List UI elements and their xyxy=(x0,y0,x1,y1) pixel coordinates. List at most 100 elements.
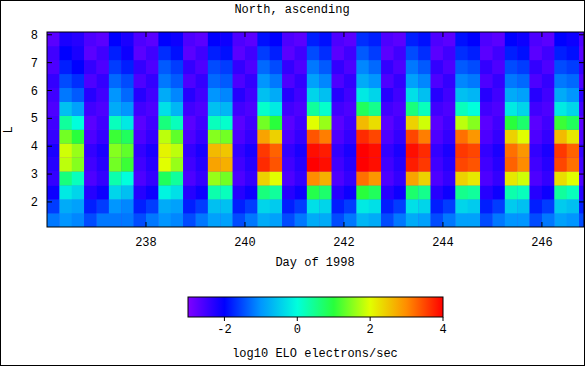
cells xyxy=(47,32,584,227)
heat-cell xyxy=(468,88,481,102)
heat-cell xyxy=(134,32,147,46)
y-tick xyxy=(47,146,52,147)
heat-cell xyxy=(492,74,505,88)
heat-cell xyxy=(530,46,543,60)
heat-cell xyxy=(183,171,196,185)
heat-cell xyxy=(431,46,444,60)
heat-cell xyxy=(245,116,258,130)
heat-cell xyxy=(356,130,369,144)
heat-cell xyxy=(72,32,85,46)
heat-cell xyxy=(319,130,332,144)
heat-cell xyxy=(406,46,419,60)
heat-cell xyxy=(307,213,320,227)
heat-cell xyxy=(220,32,233,46)
heat-cell xyxy=(134,116,147,130)
heat-cell xyxy=(418,46,431,60)
heat-cell xyxy=(134,102,147,116)
heat-cell xyxy=(294,130,307,144)
heat-cell xyxy=(245,185,258,199)
heat-cell xyxy=(146,171,159,185)
heat-cell xyxy=(332,116,345,130)
colorbar-tick-label: -2 xyxy=(217,323,231,337)
heat-cell xyxy=(134,157,147,171)
heat-cell xyxy=(121,171,134,185)
heat-cell xyxy=(455,213,468,227)
heat-cell xyxy=(517,185,530,199)
heat-cell xyxy=(542,102,555,116)
heat-cell xyxy=(530,102,543,116)
heat-cell xyxy=(72,143,85,157)
heat-cell xyxy=(505,157,518,171)
colorbar-tick-label: 0 xyxy=(294,323,301,337)
heat-cell xyxy=(344,213,357,227)
heat-cell xyxy=(492,46,505,60)
heat-cell xyxy=(220,213,233,227)
heat-cell xyxy=(517,171,530,185)
heat-cell xyxy=(319,199,332,213)
heat-cell xyxy=(109,32,122,46)
heat-cell xyxy=(47,185,60,199)
heat-cell xyxy=(505,185,518,199)
heat-cell xyxy=(418,130,431,144)
heat-cell xyxy=(96,171,109,185)
x-label: Day of 1998 xyxy=(275,256,354,270)
heat-cell xyxy=(158,199,171,213)
heat-cell xyxy=(517,32,530,46)
heat-cell xyxy=(270,143,283,157)
heat-cell xyxy=(270,102,283,116)
heat-cell xyxy=(146,116,159,130)
heat-cell xyxy=(344,199,357,213)
heat-cell xyxy=(344,171,357,185)
heat-cell xyxy=(270,74,283,88)
heat-cell xyxy=(431,143,444,157)
heat-cell xyxy=(208,60,221,74)
heat-cell xyxy=(517,46,530,60)
heat-cell xyxy=(505,213,518,227)
heat-cell xyxy=(455,157,468,171)
y-label: L xyxy=(2,126,16,133)
heat-cell xyxy=(96,157,109,171)
heat-cell xyxy=(443,199,456,213)
heat-cell xyxy=(406,171,419,185)
heat-cell xyxy=(307,185,320,199)
heat-cell xyxy=(183,143,196,157)
heat-cell xyxy=(505,143,518,157)
x-tick-label: 240 xyxy=(234,236,256,250)
y-tick xyxy=(47,90,52,91)
heat-cell xyxy=(282,88,295,102)
heat-cell xyxy=(158,157,171,171)
heat-cell xyxy=(307,171,320,185)
heat-cell xyxy=(270,88,283,102)
heat-cell xyxy=(332,143,345,157)
heat-cell xyxy=(319,213,332,227)
heat-cell xyxy=(195,157,208,171)
heat-cell xyxy=(418,157,431,171)
heat-cell xyxy=(270,171,283,185)
heat-cell xyxy=(443,143,456,157)
y-tick-label: 7 xyxy=(31,57,38,71)
heat-cell xyxy=(567,130,580,144)
heat-cell xyxy=(369,213,382,227)
heat-cell xyxy=(307,88,320,102)
heat-cell xyxy=(369,32,382,46)
heat-cell xyxy=(245,199,258,213)
heat-cell xyxy=(72,199,85,213)
heat-cell xyxy=(505,74,518,88)
heat-cell xyxy=(282,199,295,213)
heat-cell xyxy=(554,213,567,227)
heat-cell xyxy=(195,199,208,213)
heat-cell xyxy=(344,74,357,88)
heat-cell xyxy=(468,130,481,144)
heat-cell xyxy=(220,46,233,60)
heat-cell xyxy=(84,32,97,46)
heat-cell xyxy=(282,143,295,157)
heat-cell xyxy=(171,171,184,185)
heat-cell xyxy=(134,130,147,144)
y-tick xyxy=(579,174,584,175)
x-tick xyxy=(442,222,443,227)
heat-cell xyxy=(517,74,530,88)
heat-cell xyxy=(257,213,270,227)
heat-cell xyxy=(369,60,382,74)
heat-cell xyxy=(84,88,97,102)
heat-cell xyxy=(84,130,97,144)
